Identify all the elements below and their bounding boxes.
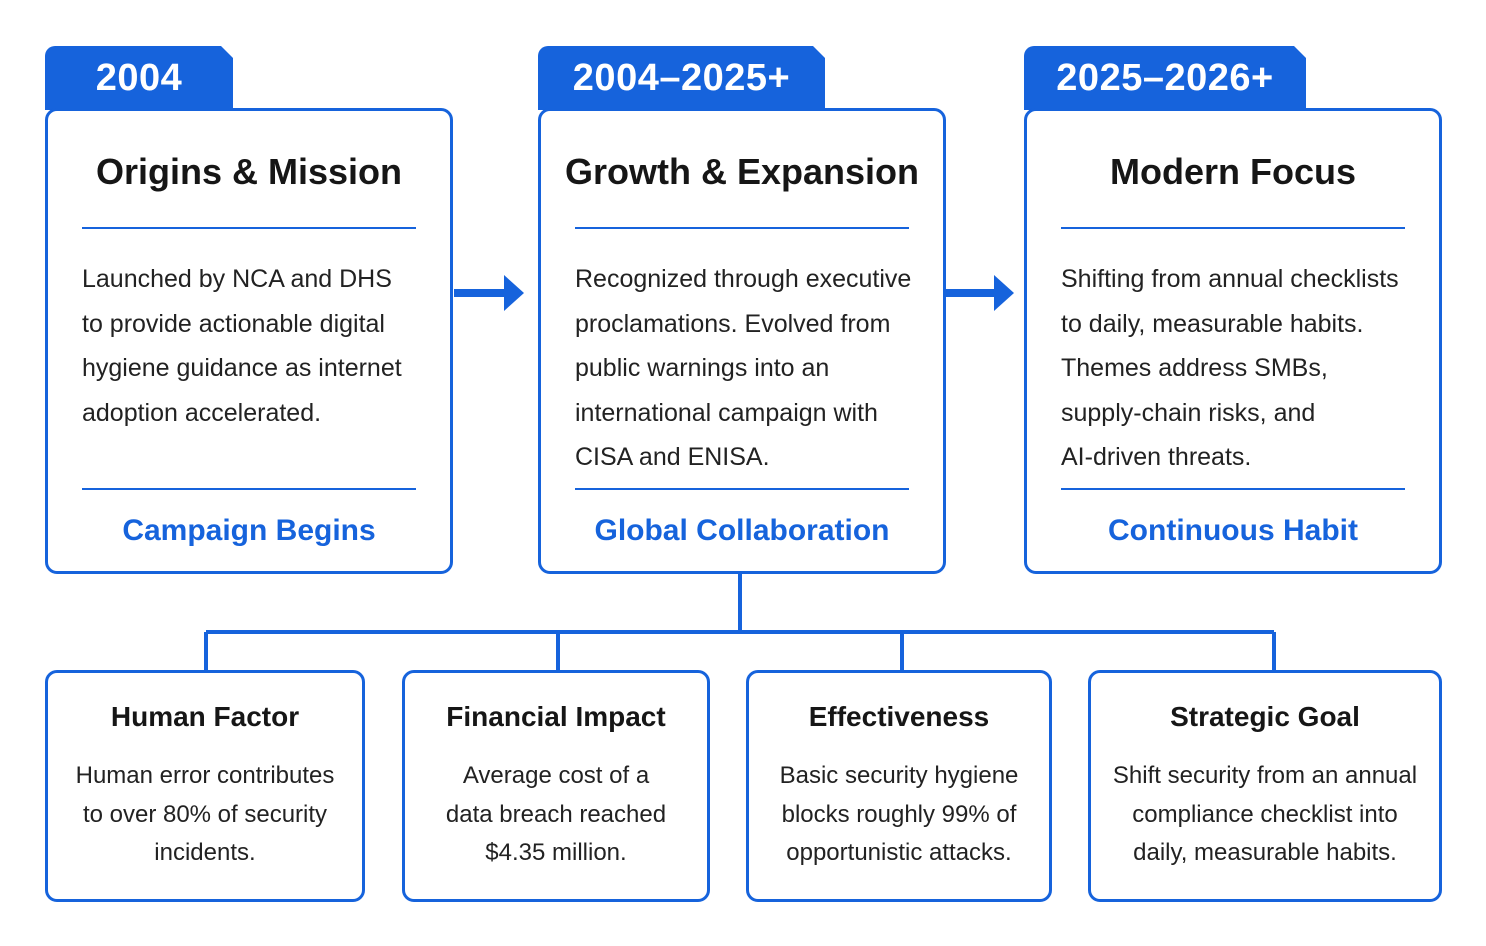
- stat-line: Shift security from an annual: [1112, 762, 1418, 789]
- stat-line: incidents.: [154, 839, 256, 866]
- description-line: AI-driven threats.: [1061, 443, 1252, 471]
- description-line: international campaign with: [575, 398, 878, 427]
- phase-period-tab: 2025–2026+: [1024, 46, 1306, 110]
- stat-text: Average cost of a data breach reached $4…: [419, 757, 693, 873]
- description-line: adoption accelerated.: [82, 398, 322, 427]
- phase-card: Growth & Expansion Recognized through ex…: [538, 108, 946, 574]
- phase-title: Origins & Mission: [95, 151, 403, 192]
- description-line: to provide actionable digital: [82, 309, 385, 338]
- stat-title: Financial Impact: [446, 701, 666, 732]
- stat-title: Human Factor: [110, 701, 300, 732]
- phase-period-tab: 2004–2025+: [538, 46, 825, 110]
- description-line: Recognized through executive: [575, 265, 912, 293]
- phase-description: Launched by NCA and DHS to provide actio…: [82, 257, 426, 435]
- divider: [1061, 488, 1405, 490]
- phase-footer-label: Continuous Habit: [1108, 514, 1358, 547]
- divider: [575, 488, 909, 490]
- stat-line: Human error contributes: [75, 762, 335, 789]
- stat-line: data breach reached: [445, 800, 667, 828]
- description-line: proclamations. Evolved from: [575, 309, 891, 338]
- phase-description: Recognized through executive proclamatio…: [575, 257, 919, 480]
- stat-text: Basic security hygiene blocks roughly 99…: [763, 757, 1035, 873]
- stat-line: daily, measurable habits.: [1133, 839, 1397, 866]
- phase-footer-label: Campaign Begins: [122, 514, 376, 547]
- phase-title: Growth & Expansion: [564, 151, 920, 192]
- description-line: supply-chain risks, and: [1061, 398, 1316, 427]
- description-line: hygiene guidance as internet: [82, 354, 402, 382]
- description-line: Themes address SMBs,: [1061, 354, 1328, 382]
- phase-description: Shifting from annual checklists to daily…: [1061, 257, 1415, 480]
- phase-growth: 2004–2025+ Growth & Expansion Recognized…: [538, 46, 946, 574]
- stat-title: Effectiveness: [808, 701, 990, 732]
- stat-line: $4.35 million.: [485, 839, 627, 866]
- stat-line: blocks roughly 99% of: [781, 800, 1017, 828]
- phase-card: Modern Focus Shifting from annual checkl…: [1024, 108, 1442, 574]
- stat-line: compliance checklist into: [1132, 800, 1398, 828]
- description-line: CISA and ENISA.: [575, 443, 770, 471]
- stat-line: opportunistic attacks.: [786, 839, 1012, 866]
- divider: [82, 488, 416, 490]
- stat-line: Average cost of a: [462, 762, 650, 789]
- stat-line: Basic security hygiene: [779, 762, 1019, 789]
- phase-period-tab: 2004: [45, 46, 233, 110]
- stat-text: Shift security from an annual compliance…: [1105, 757, 1425, 873]
- stat-card-human-factor: Human Factor Human error contributes to …: [45, 670, 365, 902]
- phase-footer-label: Global Collaboration: [594, 514, 890, 547]
- phase-modern: 2025–2026+ Modern Focus Shifting from an…: [1024, 46, 1442, 574]
- divider: [575, 227, 909, 229]
- description-line: Shifting from annual checklists: [1061, 265, 1399, 293]
- stat-card-effectiveness: Effectiveness Basic security hygiene blo…: [746, 670, 1052, 902]
- divider: [82, 227, 416, 229]
- stat-card-strategic-goal: Strategic Goal Shift security from an an…: [1088, 670, 1442, 902]
- stat-line: to over 80% of security: [82, 800, 328, 828]
- stat-text: Human error contributes to over 80% of s…: [62, 757, 348, 873]
- arrow-right-icon: [944, 275, 1014, 311]
- divider: [1061, 227, 1405, 229]
- description-line: public warnings into an: [575, 354, 830, 382]
- description-line: Launched by NCA and DHS: [82, 265, 392, 293]
- arrow-right-icon: [454, 275, 524, 311]
- description-line: to daily, measurable habits.: [1061, 309, 1364, 338]
- stat-card-financial-impact: Financial Impact Average cost of a data …: [402, 670, 710, 902]
- phase-card: Origins & Mission Launched by NCA and DH…: [45, 108, 453, 574]
- phase-title: Modern Focus: [1109, 151, 1356, 192]
- phase-origins: 2004 Origins & Mission Launched by NCA a…: [45, 46, 453, 574]
- stat-title: Strategic Goal: [1170, 701, 1360, 732]
